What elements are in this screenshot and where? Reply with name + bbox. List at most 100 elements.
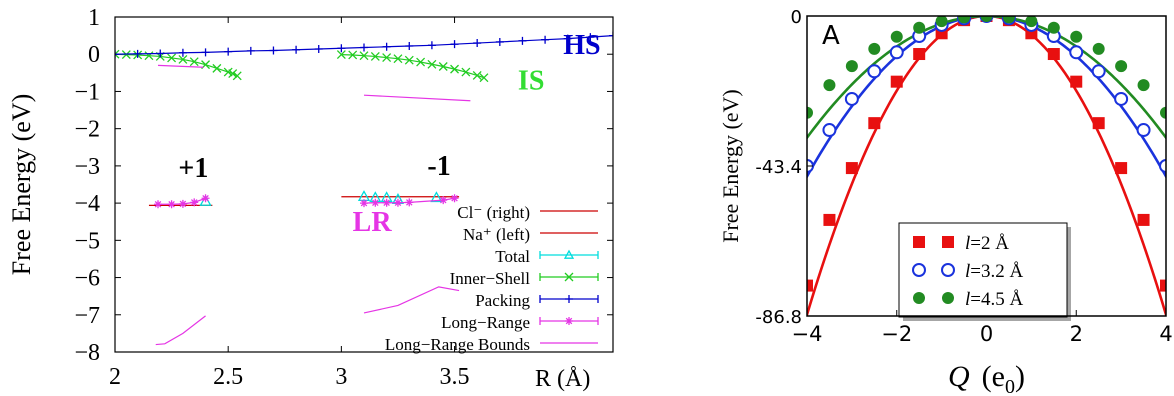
data-point [1092,42,1105,55]
data-point [609,31,613,40]
y-tick-label: −3 [74,154,100,180]
data-point [1160,106,1166,119]
data-point [133,49,142,58]
data-point [1159,159,1166,173]
data-point [201,48,210,57]
data-point [450,64,460,74]
y-axis-label: Free Energy (eV) [7,94,36,275]
y-tick-label: −6 [74,266,100,292]
data-point [439,196,448,205]
y-axis-label: Free Energy (eV) [718,89,743,243]
y-tick-label: −1 [74,79,100,105]
data-point [472,70,482,80]
plot-area [115,31,613,346]
data-point [586,33,595,42]
data-point [844,91,859,106]
data-point [980,16,993,22]
legend: l=2 Ål=3.2 Ål=4.5 Å [898,222,1071,321]
legend-marker [913,236,925,248]
data-point [890,75,903,88]
data-point [1115,60,1128,73]
data-point [1115,162,1128,175]
legend-marker [563,249,575,259]
y-tick-label: -86.8 [755,307,802,328]
data-point [393,54,403,64]
legend-value: =2 Å [970,233,1009,254]
data-point [156,49,165,58]
legend-label: Long−Range [441,313,530,332]
data-point [1047,21,1060,34]
data-point [190,198,199,207]
data-point [336,50,346,60]
data-point [1160,279,1166,292]
data-point [154,200,163,209]
y-tick-label: −4 [74,191,100,217]
data-point [382,42,391,51]
data-point [1070,30,1083,43]
data-point [337,44,346,53]
annotation-label: LR [353,207,393,238]
data-point [359,51,369,61]
legend-label: l=3.2 Å [965,261,1023,282]
data-point [269,46,278,55]
series-line [155,315,206,346]
legend-label: Total [495,247,530,266]
x-label-close: ) [1015,360,1025,393]
y-tick-label: −7 [74,303,100,329]
data-point [357,190,371,202]
data-point [1002,16,1015,24]
panel-label: A [822,21,840,51]
fit-curve [807,16,1166,180]
data-point [115,49,120,59]
data-point [868,42,881,55]
data-point [360,199,368,208]
data-point [370,51,380,61]
legend-value: =3.2 Å [970,261,1023,282]
legend-label: l=2 Å [965,233,1009,254]
data-point [348,50,358,60]
y-tick-label: 1 [88,5,100,31]
legend-label: Long−Range Bounds [385,335,530,354]
annotation-label: HS [563,30,600,61]
data-point [1137,79,1150,92]
data-point [913,48,926,61]
data-point [461,67,471,77]
x-axis-label: R (Å) [535,366,590,392]
data-point [807,106,813,119]
data-point [382,53,392,63]
legend-value: =4.5 Å [970,289,1023,310]
data-point [958,16,971,24]
series-long-range [154,194,459,209]
x-tick-label: 4 [1159,322,1172,346]
data-point [1137,213,1150,226]
data-point [405,198,414,207]
data-point [178,199,187,208]
series-line [363,94,471,102]
data-point [1025,16,1038,28]
data-point [495,37,504,46]
x-tick-label: 2.5 [213,364,243,390]
data-point [438,62,448,71]
data-point [292,45,301,54]
data-point [393,198,402,207]
data-point [541,35,550,44]
legend-marker [941,263,955,277]
data-point [450,194,459,203]
data-point [167,200,176,209]
data-point [371,198,380,207]
data-point [427,59,437,69]
x-tick-label: 0 [980,322,993,346]
data-point [178,48,187,57]
x-tick-label: 3.5 [440,364,470,390]
data-point [178,54,188,64]
y-tick-label: −2 [74,117,100,143]
data-point [405,42,414,51]
data-point [212,63,222,73]
data-point [1047,48,1060,61]
y-tick-label: -43.4 [755,157,802,178]
free-energy-vs-radius-chart: 2 2.5 3 3.5 1 0 −1 −2 −3 −4 −5 −6 −7 −8 R (Å) Free Ener… [7,5,614,392]
x-tick-label: −2 [881,322,912,346]
legend-box [898,222,1068,318]
data-point [416,57,426,67]
